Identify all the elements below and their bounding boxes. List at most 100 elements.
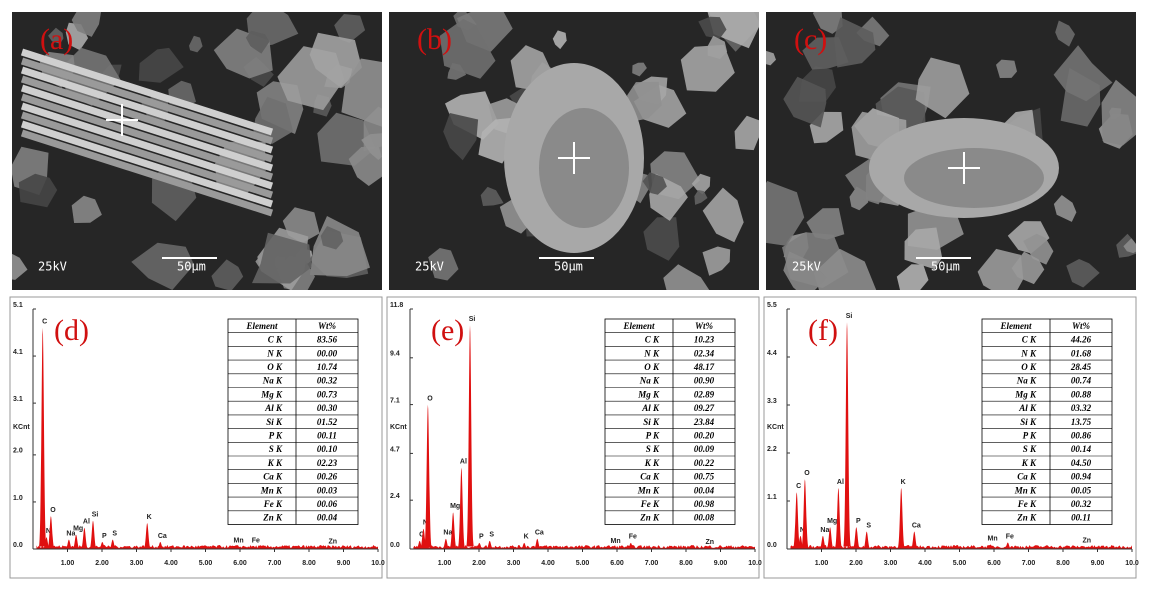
peak-label: C xyxy=(419,532,424,539)
table-cell: Na K xyxy=(1016,376,1037,386)
table-frame xyxy=(604,318,736,525)
table-cell: 00.94 xyxy=(1071,472,1092,482)
y-tick-label: 5.1 xyxy=(13,302,23,309)
table-cell: 10.23 xyxy=(694,335,715,345)
peak-label: Na xyxy=(443,530,452,537)
peak xyxy=(80,527,88,549)
table-cell: K K xyxy=(267,458,283,468)
peak xyxy=(533,538,541,549)
peak xyxy=(897,487,905,549)
particle xyxy=(138,47,184,83)
peak-label: N xyxy=(800,527,805,534)
table-cell: 00.04 xyxy=(694,485,715,495)
peak xyxy=(47,516,55,549)
panel-label: (e) xyxy=(431,314,464,347)
peak xyxy=(232,546,241,549)
particle xyxy=(552,30,567,50)
peak-label: K xyxy=(147,514,152,521)
x-tick-label: 1.00 xyxy=(61,560,75,567)
table-cell: 00.73 xyxy=(317,389,338,399)
table-frame xyxy=(981,318,1113,525)
sem-content xyxy=(12,12,382,290)
peak xyxy=(442,538,450,549)
fiber xyxy=(20,102,274,190)
peak-label: Fe xyxy=(1006,533,1014,540)
y-tick-label: 1.1 xyxy=(767,494,777,501)
table-cell: Al K xyxy=(264,403,283,413)
table-frame xyxy=(227,318,359,525)
peak-label: N xyxy=(423,520,428,527)
table-cell: Al K xyxy=(1018,403,1037,413)
peak-label: P xyxy=(856,518,861,525)
y-tick-label: 4.4 xyxy=(767,350,777,357)
table-cell: Zn K xyxy=(262,513,283,523)
peak xyxy=(156,541,164,549)
peak xyxy=(109,539,117,549)
sem-image: (b) 25kV 50μm xyxy=(389,12,759,290)
peak-label: O xyxy=(50,507,56,514)
particle xyxy=(766,181,805,246)
panel-label: (f) xyxy=(808,314,838,347)
peak xyxy=(793,492,801,549)
peak-label: Mn xyxy=(610,538,620,545)
particle xyxy=(428,248,459,281)
table-cell: 00.06 xyxy=(317,499,338,509)
spectrum: CN O Na Mg Al Si P S K Ca Mn Fe Zn 0.0 2.4 4.7 7.1 9.4 11.… xyxy=(386,296,762,579)
table-cell: 00.90 xyxy=(694,376,715,386)
table-cell: 00.75 xyxy=(694,472,715,482)
particle xyxy=(996,59,1017,78)
table-cell: Ca K xyxy=(1017,472,1037,482)
particle xyxy=(698,16,727,39)
peak xyxy=(520,542,528,549)
x-tick-label: 6.00 xyxy=(610,560,624,567)
peak xyxy=(819,535,827,549)
table-cell: O K xyxy=(267,362,283,372)
peak-label: Fe xyxy=(629,534,637,541)
peak xyxy=(910,531,918,549)
table-cell: 00.04 xyxy=(317,513,338,523)
peak xyxy=(424,404,432,548)
voltage: 25kV xyxy=(38,260,67,274)
peak xyxy=(1004,542,1012,549)
scale-text: 50μm xyxy=(931,260,960,274)
table-header: Wt% xyxy=(1072,321,1091,331)
fiber xyxy=(20,57,274,145)
fiber xyxy=(20,75,274,163)
particle xyxy=(1053,45,1113,102)
panel-label: (b) xyxy=(417,23,452,56)
scale-text: 50μm xyxy=(554,260,583,274)
particle xyxy=(480,186,504,206)
particle xyxy=(783,76,827,128)
table-header: Wt% xyxy=(695,321,714,331)
peak-label: Mg xyxy=(450,503,460,510)
y-tick-label: 2.0 xyxy=(13,448,23,455)
particle xyxy=(783,251,827,290)
particle xyxy=(439,19,496,79)
table-cell: 02.23 xyxy=(317,458,338,468)
panel-label: (c) xyxy=(794,23,827,56)
particle xyxy=(348,146,382,186)
peak-label: S xyxy=(112,530,117,537)
table-cell: Fe K xyxy=(1017,499,1037,509)
sem-content xyxy=(766,12,1136,290)
particle xyxy=(445,91,499,140)
particle xyxy=(834,17,876,68)
x-tick-label: 9.00 xyxy=(1091,560,1105,567)
peak-label: P xyxy=(479,534,484,541)
table-cell: P K xyxy=(646,431,660,441)
particle xyxy=(694,190,708,205)
particle xyxy=(12,253,28,280)
peak xyxy=(250,546,258,549)
particle xyxy=(766,50,776,66)
table-cell: Si K xyxy=(266,417,283,427)
y-axis-label: KCnt xyxy=(390,424,407,431)
fiber xyxy=(20,93,274,181)
y-tick-label: 0.0 xyxy=(390,542,400,549)
peak xyxy=(466,325,474,547)
table-cell: 00.05 xyxy=(1071,485,1092,495)
peak-label: Mg xyxy=(827,518,837,525)
y-axis-label: KCnt xyxy=(13,424,30,431)
table-cell: 10.74 xyxy=(317,362,338,372)
